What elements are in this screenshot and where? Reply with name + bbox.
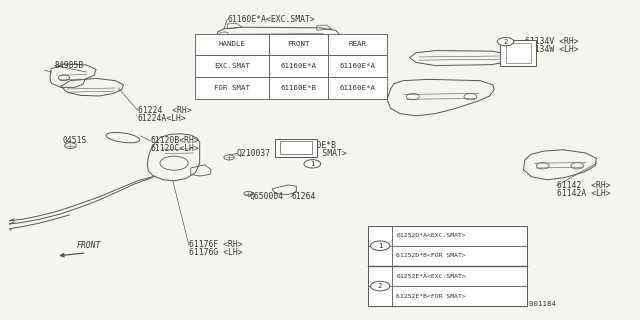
Bar [328, 55, 387, 77]
Bar [275, 139, 317, 157]
Text: 61134V <RH>: 61134V <RH> [525, 37, 579, 46]
Text: Q650004: Q650004 [250, 192, 284, 201]
Text: Q210037: Q210037 [237, 149, 271, 158]
Text: 61176F <RH>: 61176F <RH> [189, 240, 243, 249]
Text: HANDLE: HANDLE [218, 42, 246, 47]
Text: 61120B<RH>: 61120B<RH> [150, 136, 199, 145]
Bar [195, 77, 269, 99]
Text: 61264: 61264 [291, 192, 316, 201]
Text: 61160E*A: 61160E*A [280, 63, 316, 69]
Text: A607001184: A607001184 [512, 301, 557, 307]
Text: 61142A <LH>: 61142A <LH> [557, 189, 611, 198]
Circle shape [304, 160, 321, 168]
Text: 1: 1 [310, 161, 315, 167]
Circle shape [497, 37, 514, 46]
Text: 2: 2 [378, 283, 383, 289]
Text: 61142  <RH>: 61142 <RH> [557, 181, 611, 190]
Text: 84985B: 84985B [54, 61, 84, 70]
Bar [506, 43, 531, 63]
Text: 61252D*A<EXC.SMAT>: 61252D*A<EXC.SMAT> [396, 233, 466, 238]
Bar [328, 34, 387, 55]
Text: 0451S: 0451S [63, 136, 87, 145]
Text: 61252E*B<FOR SMAT>: 61252E*B<FOR SMAT> [396, 294, 466, 299]
Text: FRONT: FRONT [287, 42, 310, 47]
Text: 61160E*A: 61160E*A [339, 63, 375, 69]
Text: REAR: REAR [348, 42, 366, 47]
Bar [280, 141, 312, 154]
Bar [500, 40, 536, 66]
Text: 61120C<LH>: 61120C<LH> [150, 144, 199, 153]
Circle shape [371, 281, 390, 291]
Text: 61224  <RH>: 61224 <RH> [138, 106, 191, 115]
Bar [328, 77, 387, 99]
Text: <FOR SMAT>: <FOR SMAT> [298, 149, 346, 158]
Bar [269, 77, 328, 99]
Text: 61224A<LH>: 61224A<LH> [138, 114, 186, 123]
Bar [269, 55, 328, 77]
Text: EXC.SMAT: EXC.SMAT [214, 63, 250, 69]
Bar [195, 34, 269, 55]
Text: 61160E*B: 61160E*B [280, 85, 316, 91]
Text: 61252D*B<FOR SMAT>: 61252D*B<FOR SMAT> [396, 253, 466, 258]
Text: 61176G <LH>: 61176G <LH> [189, 248, 243, 257]
Text: 2: 2 [503, 39, 508, 44]
Text: 61134W <LH>: 61134W <LH> [525, 45, 579, 54]
Bar [195, 55, 269, 77]
Circle shape [371, 241, 390, 251]
Bar [269, 34, 328, 55]
Text: 61160E*A: 61160E*A [339, 85, 375, 91]
Bar [368, 226, 527, 306]
Text: 61160E*B: 61160E*B [298, 141, 337, 150]
Text: 61252E*A<EXC.SMAT>: 61252E*A<EXC.SMAT> [396, 274, 466, 278]
Text: 61160E*A<EXC.SMAT>: 61160E*A<EXC.SMAT> [227, 15, 315, 24]
Text: FOR SMAT: FOR SMAT [214, 85, 250, 91]
Text: FRONT: FRONT [77, 241, 101, 250]
Text: 1: 1 [378, 243, 383, 249]
